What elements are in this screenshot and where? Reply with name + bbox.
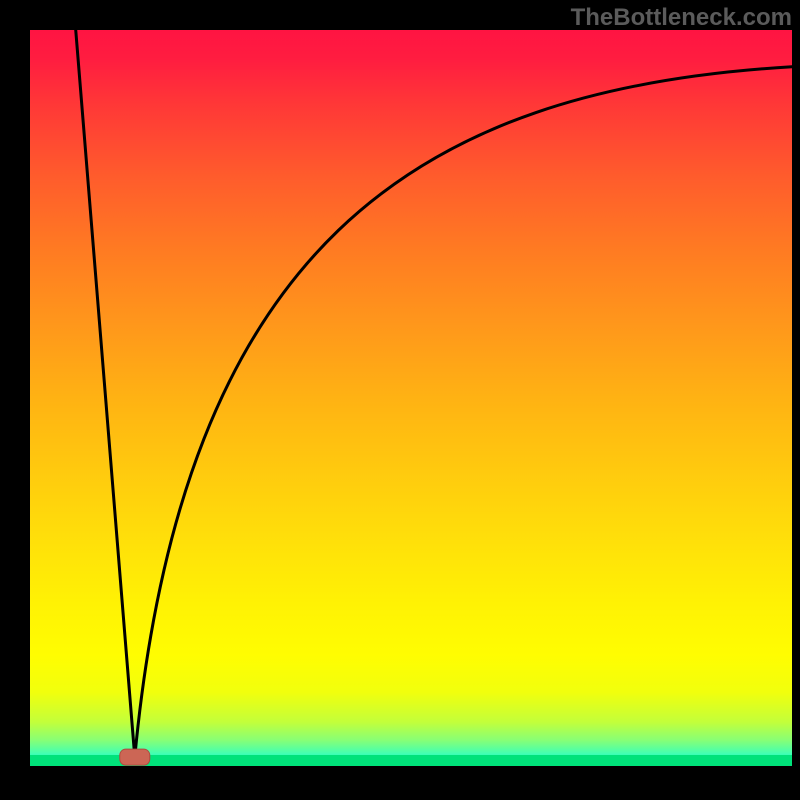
plot-area xyxy=(30,30,792,766)
chart-container: TheBottleneck.com xyxy=(0,0,800,800)
optimum-marker xyxy=(120,749,150,765)
bottleneck-chart xyxy=(0,0,800,800)
